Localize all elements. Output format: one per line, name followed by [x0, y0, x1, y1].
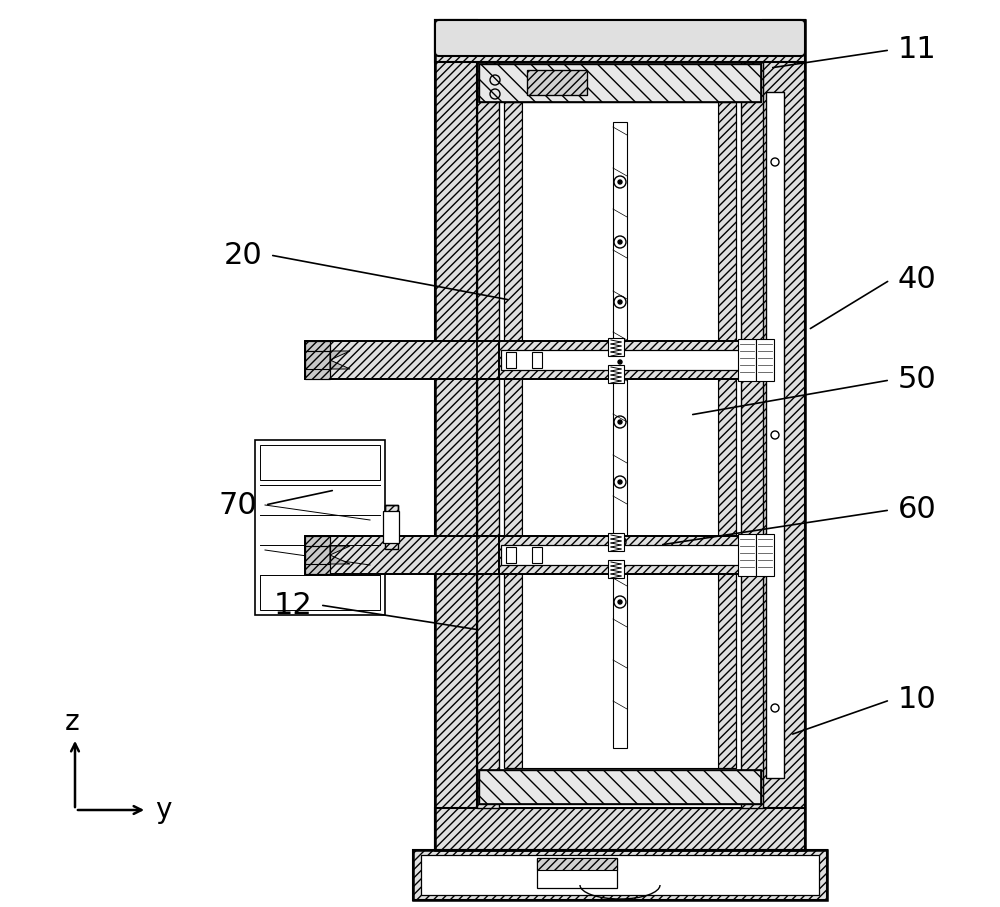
Circle shape — [618, 420, 622, 424]
Bar — [613, 122, 627, 748]
Bar — [255, 440, 385, 615]
Bar — [421, 855, 819, 895]
Bar — [532, 352, 542, 368]
Bar — [756, 339, 774, 381]
Bar — [435, 20, 477, 850]
Circle shape — [618, 600, 622, 604]
Bar — [738, 534, 756, 576]
Circle shape — [618, 180, 622, 184]
Bar — [532, 547, 542, 563]
Polygon shape — [330, 546, 350, 555]
Bar — [477, 341, 763, 379]
Bar — [385, 505, 398, 549]
Bar — [718, 102, 736, 768]
Bar — [383, 511, 399, 543]
Polygon shape — [330, 555, 350, 564]
Circle shape — [618, 240, 622, 244]
Bar — [479, 770, 761, 804]
Bar — [522, 102, 718, 768]
Bar — [504, 102, 522, 768]
Bar — [537, 858, 617, 888]
Bar — [305, 341, 330, 369]
Bar — [413, 850, 827, 900]
FancyBboxPatch shape — [435, 20, 805, 56]
Bar — [756, 534, 774, 576]
Bar — [608, 533, 624, 551]
Circle shape — [618, 300, 622, 304]
Bar — [477, 341, 763, 379]
Text: 50: 50 — [898, 366, 937, 395]
Bar — [413, 850, 827, 900]
Bar — [766, 92, 784, 778]
Bar — [305, 536, 499, 574]
Circle shape — [618, 540, 622, 544]
Bar — [527, 70, 587, 95]
Bar — [501, 545, 739, 565]
Bar — [479, 64, 761, 102]
Text: 40: 40 — [898, 266, 937, 295]
Bar — [385, 505, 398, 549]
Text: z: z — [65, 708, 79, 736]
Polygon shape — [330, 351, 350, 360]
Bar — [260, 575, 380, 610]
Bar — [479, 64, 761, 102]
Bar — [305, 351, 330, 379]
Text: 20: 20 — [223, 240, 262, 269]
Bar — [305, 341, 499, 379]
Bar — [305, 341, 499, 379]
Bar — [738, 339, 756, 381]
Bar — [527, 70, 587, 95]
Bar — [435, 20, 805, 850]
Polygon shape — [330, 360, 350, 369]
Bar — [477, 62, 499, 808]
Bar — [506, 352, 516, 368]
Bar — [477, 536, 763, 574]
Bar — [305, 546, 330, 574]
Bar — [305, 536, 330, 564]
Bar — [305, 351, 330, 379]
Bar — [305, 536, 330, 564]
Bar — [477, 536, 763, 574]
Text: 12: 12 — [273, 590, 312, 619]
Bar — [479, 770, 761, 804]
Bar — [608, 338, 624, 356]
Bar — [608, 365, 624, 383]
Bar — [763, 20, 805, 850]
Text: 10: 10 — [898, 686, 937, 715]
Bar — [506, 547, 516, 563]
Text: 70: 70 — [218, 491, 257, 520]
Bar — [435, 20, 805, 62]
Bar — [741, 62, 763, 808]
Bar — [537, 858, 617, 870]
Bar — [608, 560, 624, 578]
Text: 11: 11 — [898, 35, 937, 64]
Circle shape — [618, 360, 622, 364]
Bar — [435, 808, 805, 850]
Bar — [260, 445, 380, 480]
Bar — [305, 536, 499, 574]
Circle shape — [618, 480, 622, 484]
Bar — [501, 350, 739, 370]
Bar — [305, 546, 330, 574]
Text: 60: 60 — [898, 495, 937, 524]
Bar — [305, 341, 330, 369]
Text: y: y — [155, 796, 171, 824]
